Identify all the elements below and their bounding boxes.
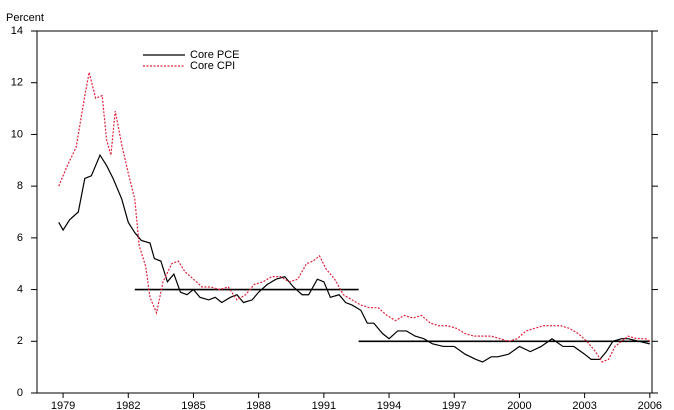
series-line (58, 153, 650, 363)
legend-label: Core CPI (190, 60, 235, 72)
plot-frame (36, 30, 653, 394)
x-tick-label: 2003 (572, 400, 596, 410)
y-tick-label: 12 (11, 77, 23, 89)
y-tick-label: 4 (17, 283, 23, 295)
x-tick-label: 1991 (312, 400, 336, 410)
x-tick-label: 1982 (116, 400, 140, 410)
x-tick-label: 1988 (246, 400, 270, 410)
legend-label: Core PCE (190, 49, 240, 61)
y-tick-label: 10 (11, 128, 23, 140)
y-tick-label: 6 (17, 232, 23, 244)
y-tick-label: 2 (17, 335, 23, 347)
x-tick-label: 1994 (377, 400, 401, 410)
x-tick-label: 2006 (638, 400, 662, 410)
x-tick-label: 1985 (181, 400, 205, 410)
x-tick-label: 1997 (442, 400, 466, 410)
y-axis-label: Percent (6, 12, 44, 24)
y-tick-label: 8 (17, 180, 23, 192)
x-tick-label: 1979 (51, 400, 75, 410)
series-line (58, 72, 651, 363)
x-tick-label: 2000 (507, 400, 531, 410)
y-tick-label: 14 (11, 25, 23, 37)
y-tick-label: 0 (17, 387, 23, 399)
